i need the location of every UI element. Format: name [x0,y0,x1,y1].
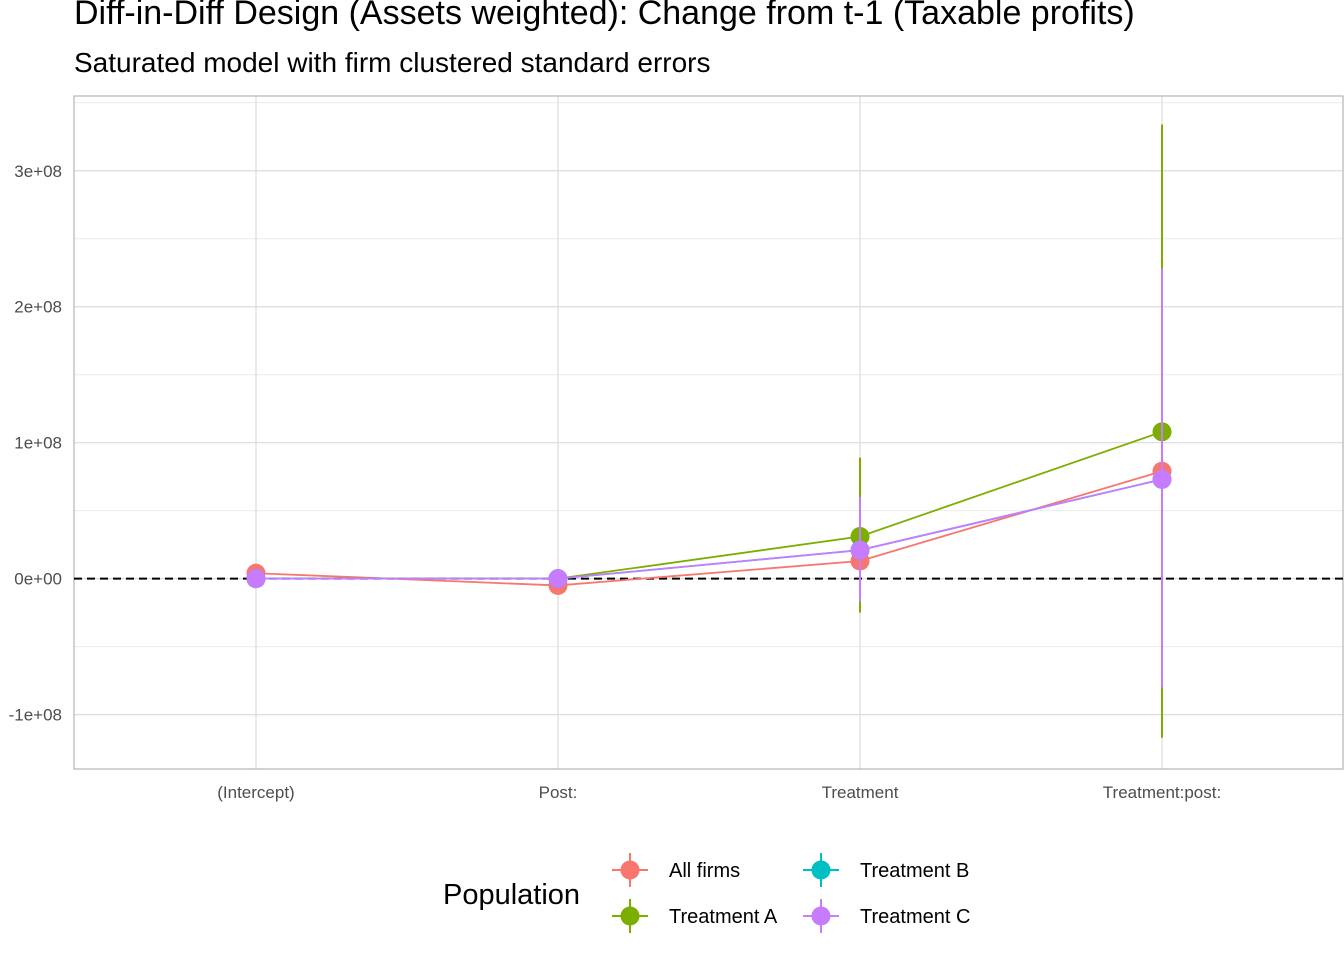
chart-title: Diff-in-Diff Design (Assets weighted): C… [74,0,1135,32]
x-tick-label: (Intercept) [217,783,294,802]
y-tick-label: 2e+08 [14,298,62,317]
panel-border [73,95,1344,770]
x-tick-label: Treatment:post: [1103,783,1221,802]
series-treatment-b [246,469,1172,589]
legend-key-point [811,860,831,880]
legend-item[interactable]: Treatment B [803,853,969,887]
series-line [255,470,1163,587]
y-tick-label: 3e+08 [14,162,62,181]
legend-key-point [811,906,831,926]
data-point [850,540,870,560]
data-point [1152,469,1172,489]
legend-key-point [620,906,640,926]
legend-label: All firms [669,860,740,882]
legend-label: Treatment A [669,906,778,928]
series-all-firms [246,461,1172,595]
x-tick-label: Treatment [822,783,899,802]
series [246,124,1172,738]
y-tick-label: 1e+08 [14,434,62,453]
legend-item[interactable]: All firms [612,853,740,887]
chart-subtitle: Saturated model with firm clustered stan… [74,47,711,78]
series-line [256,478,1163,580]
y-axis: -1e+08 0e+00 1e+08 2e+08 3e+08 [9,162,62,725]
data-point [246,569,266,589]
legend-label: Treatment B [860,860,969,882]
series-line [256,430,1163,580]
series-treatment-a [246,124,1172,738]
legend-item[interactable]: Treatment C [803,899,970,933]
legend-key-point [620,860,640,880]
y-tick-label: -1e+08 [9,706,62,725]
legend-title: Population [443,879,580,911]
series-treatment-c [246,268,1172,688]
legend-item[interactable]: Treatment A [612,899,778,933]
legend: Population All firms Treatment A Treatment … [443,853,970,933]
y-tick-label: 0e+00 [14,570,62,589]
legend-label: Treatment C [860,906,970,928]
x-tick-label: Post: [539,783,578,802]
data-point [548,569,568,589]
x-axis: (Intercept) Post: Treatment Treatment:post: [217,783,1221,802]
